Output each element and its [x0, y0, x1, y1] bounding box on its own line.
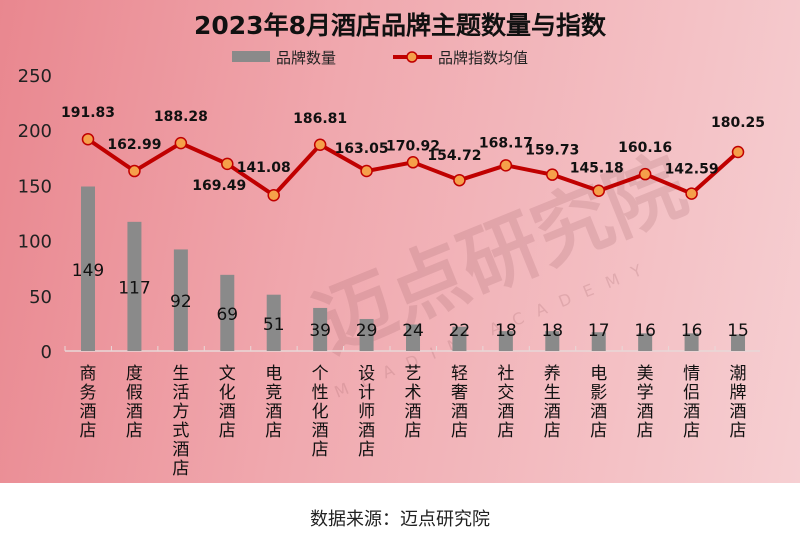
x-tick-label: 美学酒店 — [637, 364, 654, 441]
line-value-label: 142.59 — [665, 162, 719, 178]
line-marker — [592, 184, 605, 197]
legend-line-marker — [406, 51, 418, 63]
legend-bar-swatch — [232, 51, 270, 62]
bar-value-label: 51 — [263, 315, 285, 335]
bar-value-label: 24 — [402, 321, 424, 341]
bar-value-label: 17 — [588, 321, 610, 341]
legend-line-label: 品牌指数均值 — [438, 49, 528, 67]
line-marker — [406, 156, 420, 169]
x-tick-label: 文化酒店 — [219, 364, 236, 441]
line-value-label: 180.25 — [711, 115, 765, 131]
x-tick-label: 电竞酒店 — [265, 364, 282, 441]
bar-value-label: 22 — [449, 321, 471, 341]
bar — [545, 331, 560, 351]
bar — [359, 318, 374, 351]
line-value-label: 160.16 — [618, 140, 672, 156]
line-marker — [638, 167, 652, 181]
y-tick-label: 250 — [18, 66, 52, 87]
line-marker — [128, 164, 141, 178]
line-marker — [360, 164, 373, 178]
bar-value-label: 16 — [634, 321, 656, 341]
y-tick-label: 50 — [29, 287, 52, 308]
line-value-label: 154.72 — [427, 148, 481, 164]
x-tick-label: 生活方式酒店 — [172, 364, 189, 479]
chart-title: 2023年8月酒店品牌主题数量与指数 — [194, 11, 607, 40]
line-value-label: 168.17 — [479, 135, 533, 151]
bar-value-label: 15 — [727, 321, 749, 341]
bar — [266, 294, 281, 351]
line-value-label: 188.28 — [154, 109, 208, 125]
bar — [684, 333, 699, 351]
x-tick-label: 轻奢酒店 — [451, 364, 468, 441]
bar-value-label: 92 — [170, 292, 192, 312]
bar-value-label: 149 — [72, 261, 104, 281]
x-tick-label: 商务酒店 — [80, 364, 97, 441]
x-tick-label: 艺术酒店 — [405, 364, 422, 441]
x-tick-label: 度假酒店 — [126, 364, 143, 441]
bar — [406, 324, 421, 351]
bar — [731, 334, 746, 351]
y-tick-label: 0 — [41, 342, 52, 363]
bar — [173, 249, 188, 351]
line-value-label: 145.18 — [570, 161, 624, 177]
bar-value-label: 29 — [356, 321, 378, 341]
line-marker — [267, 188, 280, 202]
bar-value-label: 16 — [681, 321, 703, 341]
line-value-label: 191.83 — [61, 105, 115, 121]
bar — [638, 333, 653, 351]
line-value-label: 159.73 — [525, 143, 579, 159]
line-value-label: 169.49 — [192, 178, 246, 194]
y-tick-label: 200 — [18, 121, 52, 142]
bar — [498, 331, 513, 351]
line-marker — [221, 157, 234, 171]
line-marker — [174, 136, 188, 150]
bar — [313, 307, 328, 351]
bar — [220, 274, 235, 351]
x-tick-label: 设计师酒店 — [358, 364, 375, 460]
bar — [81, 186, 95, 351]
bar — [127, 221, 142, 351]
line-marker — [499, 159, 513, 172]
legend-bar-label: 品牌数量 — [276, 49, 336, 67]
bar — [452, 326, 467, 351]
line-marker — [731, 145, 745, 159]
x-tick-label: 个性化酒店 — [312, 364, 329, 460]
x-tick-label: 电影酒店 — [590, 364, 607, 441]
bar-value-label: 18 — [495, 321, 517, 341]
x-tick-label: 情侣酒店 — [683, 364, 700, 441]
line-value-label: 170.92 — [386, 138, 440, 154]
line-marker — [81, 132, 95, 146]
line-marker — [453, 173, 466, 187]
line-value-label: 162.99 — [107, 137, 161, 153]
y-tick-label: 150 — [18, 176, 52, 197]
line-marker — [313, 138, 327, 152]
line-value-label: 141.08 — [237, 160, 291, 176]
y-tick-label: 100 — [18, 232, 52, 253]
x-tick-label: 潮牌酒店 — [730, 364, 747, 441]
bar-value-label: 117 — [118, 278, 150, 298]
x-tick-label: 养生酒店 — [544, 364, 561, 441]
line-value-label: 186.81 — [293, 111, 347, 127]
bar-value-label: 69 — [216, 305, 238, 325]
bar-value-label: 18 — [541, 321, 563, 341]
line-marker — [685, 187, 698, 200]
x-tick-label: 社交酒店 — [497, 364, 514, 441]
line-value-label: 163.05 — [335, 141, 389, 157]
bar — [591, 332, 606, 351]
line-marker — [546, 168, 559, 181]
bar-value-label: 39 — [309, 321, 331, 341]
data-source: 数据来源：迈点研究院 — [310, 509, 490, 530]
